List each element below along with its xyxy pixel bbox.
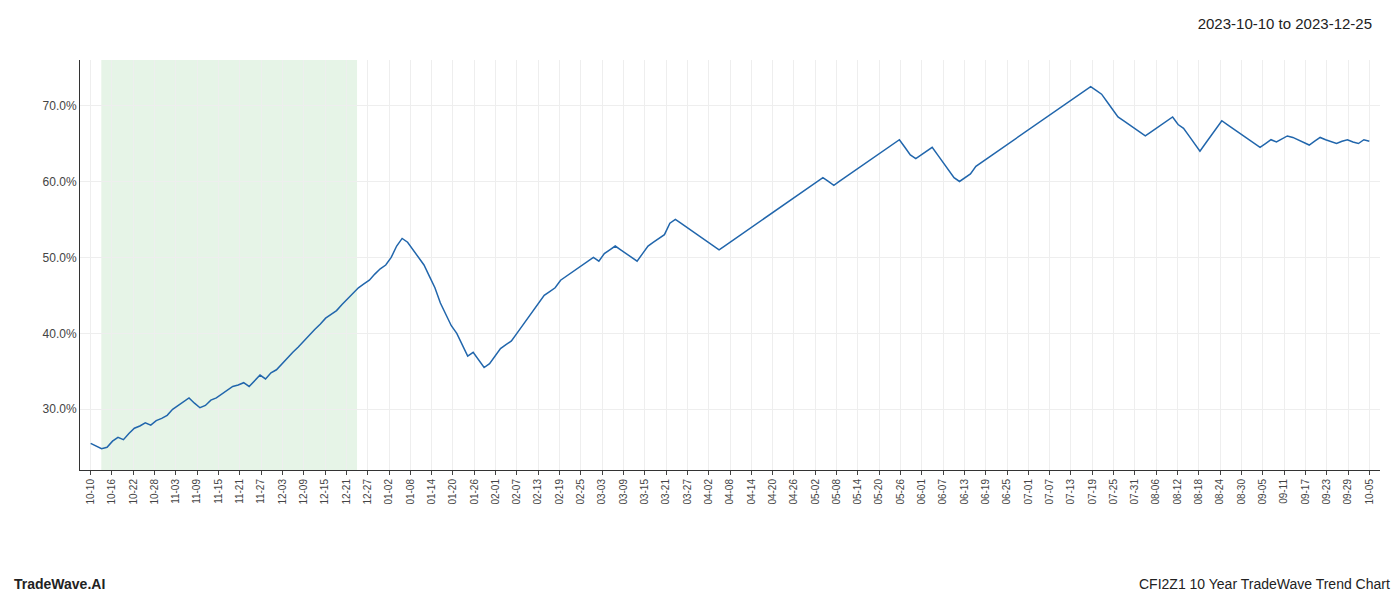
svg-text:11-27: 11-27: [255, 479, 266, 504]
svg-text:02-07: 02-07: [511, 479, 522, 505]
svg-text:05-26: 05-26: [895, 479, 906, 505]
svg-text:06-19: 06-19: [980, 479, 991, 505]
svg-text:2023-10-10 to 2023-12-25: 2023-10-10 to 2023-12-25: [1198, 15, 1372, 32]
svg-text:07-31: 07-31: [1129, 479, 1140, 505]
svg-text:03-15: 03-15: [639, 479, 650, 505]
svg-text:12-15: 12-15: [319, 479, 330, 505]
svg-text:09-11: 09-11: [1278, 479, 1289, 504]
svg-text:07-01: 07-01: [1023, 479, 1034, 505]
svg-text:07-07: 07-07: [1044, 479, 1055, 505]
svg-text:09-23: 09-23: [1321, 479, 1332, 505]
svg-text:12-09: 12-09: [298, 479, 309, 505]
svg-text:04-08: 04-08: [724, 479, 735, 505]
svg-text:04-02: 04-02: [703, 479, 714, 505]
svg-text:07-19: 07-19: [1087, 479, 1098, 505]
svg-text:10-16: 10-16: [106, 479, 117, 505]
svg-text:09-17: 09-17: [1300, 479, 1311, 505]
svg-text:06-13: 06-13: [959, 479, 970, 505]
svg-text:10-10: 10-10: [85, 479, 96, 505]
svg-text:CFI2Z1 10 Year TradeWave Trend: CFI2Z1 10 Year TradeWave Trend Chart: [1139, 576, 1390, 592]
svg-text:06-25: 06-25: [1001, 479, 1012, 505]
svg-text:09-29: 09-29: [1342, 479, 1353, 505]
svg-text:03-27: 03-27: [682, 479, 693, 505]
svg-text:05-02: 05-02: [810, 479, 821, 505]
svg-text:30.0%: 30.0%: [43, 402, 77, 416]
svg-text:08-30: 08-30: [1236, 479, 1247, 505]
svg-text:03-21: 03-21: [660, 479, 671, 505]
svg-text:08-24: 08-24: [1214, 479, 1225, 505]
svg-text:09-05: 09-05: [1257, 479, 1268, 505]
svg-text:11-03: 11-03: [170, 479, 181, 504]
svg-text:10-22: 10-22: [128, 479, 139, 505]
svg-text:10-28: 10-28: [149, 479, 160, 505]
svg-text:12-27: 12-27: [362, 479, 373, 505]
svg-text:06-07: 06-07: [937, 479, 948, 505]
svg-text:11-21: 11-21: [234, 479, 245, 504]
svg-text:01-14: 01-14: [426, 479, 437, 505]
svg-text:60.0%: 60.0%: [43, 175, 77, 189]
svg-text:01-08: 01-08: [405, 479, 416, 505]
svg-text:04-20: 04-20: [767, 479, 778, 505]
svg-text:02-25: 02-25: [575, 479, 586, 505]
svg-text:12-03: 12-03: [277, 479, 288, 505]
svg-text:02-19: 02-19: [554, 479, 565, 505]
svg-text:05-14: 05-14: [852, 479, 863, 505]
svg-text:05-08: 05-08: [831, 479, 842, 505]
svg-text:12-21: 12-21: [341, 479, 352, 505]
svg-text:07-13: 07-13: [1065, 479, 1076, 505]
svg-text:10-05: 10-05: [1364, 479, 1375, 505]
svg-text:01-26: 01-26: [469, 479, 480, 505]
svg-text:02-13: 02-13: [532, 479, 543, 505]
svg-text:TradeWave.AI: TradeWave.AI: [14, 576, 105, 592]
svg-text:07-25: 07-25: [1108, 479, 1119, 505]
svg-text:01-02: 01-02: [383, 479, 394, 505]
svg-text:02-01: 02-01: [490, 479, 501, 505]
svg-text:03-09: 03-09: [618, 479, 629, 505]
svg-text:06-01: 06-01: [916, 479, 927, 505]
svg-text:40.0%: 40.0%: [43, 327, 77, 341]
svg-text:05-20: 05-20: [873, 479, 884, 505]
svg-text:04-14: 04-14: [746, 479, 757, 505]
svg-text:01-20: 01-20: [447, 479, 458, 505]
svg-text:08-12: 08-12: [1172, 479, 1183, 505]
svg-text:04-26: 04-26: [788, 479, 799, 505]
svg-text:11-09: 11-09: [191, 479, 202, 504]
svg-text:70.0%: 70.0%: [43, 99, 77, 113]
svg-text:08-18: 08-18: [1193, 479, 1204, 505]
svg-text:03-03: 03-03: [596, 479, 607, 505]
svg-text:11-15: 11-15: [213, 479, 224, 504]
svg-text:50.0%: 50.0%: [43, 251, 77, 265]
svg-text:08-06: 08-06: [1150, 479, 1161, 505]
